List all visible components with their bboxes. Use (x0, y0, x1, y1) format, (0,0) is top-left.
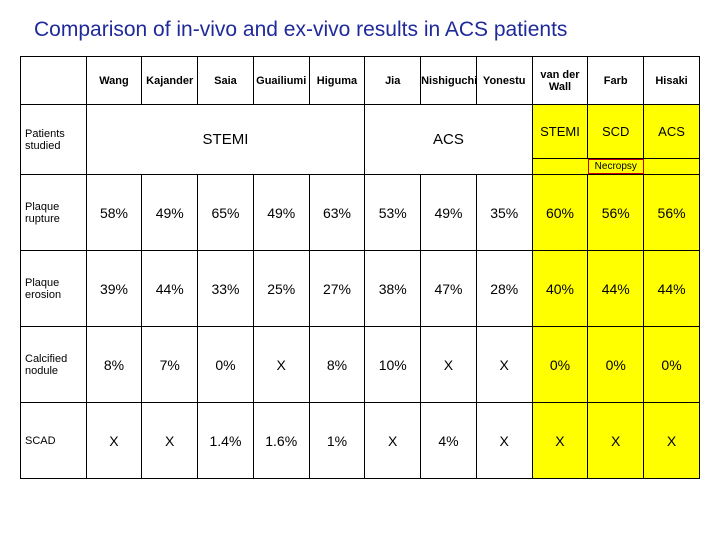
cell: 60% (532, 175, 588, 251)
cell: 10% (365, 327, 421, 403)
cell: 49% (253, 175, 309, 251)
cell: 58% (86, 175, 142, 251)
cell: 0% (644, 327, 700, 403)
col-vanderwall: van der Wall (532, 57, 588, 105)
ex-acs: ACS (644, 105, 700, 159)
cell: 35% (476, 175, 532, 251)
page-title: Comparison of in-vivo and ex-vivo result… (0, 0, 720, 56)
cell: 53% (365, 175, 421, 251)
col-jia: Jia (365, 57, 421, 105)
patients-studied-row: Patients studied STEMI ACS STEMI SCD ACS (21, 105, 700, 159)
cell: 47% (421, 251, 477, 327)
cell: 0% (588, 327, 644, 403)
cell: 7% (142, 327, 198, 403)
corner-cell (21, 57, 87, 105)
cell: 33% (198, 251, 254, 327)
row-calcified-nodule-label: Calcified nodule (21, 327, 87, 403)
cell: 0% (198, 327, 254, 403)
patients-studied-label: Patients studied (21, 105, 87, 175)
cell: 8% (309, 327, 365, 403)
comparison-table: Wang Kajander Saia Guailiumi Higuma Jia … (20, 56, 700, 479)
col-saia: Saia (198, 57, 254, 105)
table-row: Plaque rupture 58% 49% 65% 49% 63% 53% 4… (21, 175, 700, 251)
col-hisaki: Hisaki (644, 57, 700, 105)
row-plaque-rupture-label: Plaque rupture (21, 175, 87, 251)
col-kajander: Kajander (142, 57, 198, 105)
col-yonestu: Yonestu (476, 57, 532, 105)
column-header-row: Wang Kajander Saia Guailiumi Higuma Jia … (21, 57, 700, 105)
cell: 49% (142, 175, 198, 251)
cell: 1.4% (198, 403, 254, 479)
cell: X (476, 403, 532, 479)
row-scad-label: SCAD (21, 403, 87, 479)
row-plaque-erosion-label: Plaque erosion (21, 251, 87, 327)
ex-stemi: STEMI (532, 105, 588, 159)
cell: X (421, 327, 477, 403)
ex-scd: SCD (588, 105, 644, 159)
col-guailiumi: Guailiumi (253, 57, 309, 105)
cell: 4% (421, 403, 477, 479)
cell: 40% (532, 251, 588, 327)
group-stemi: STEMI (86, 105, 365, 175)
cell: 44% (644, 251, 700, 327)
col-higuma: Higuma (309, 57, 365, 105)
cell: 8% (86, 327, 142, 403)
cell: 65% (198, 175, 254, 251)
col-wang: Wang (86, 57, 142, 105)
cell: X (644, 403, 700, 479)
cell: 1.6% (253, 403, 309, 479)
cell: 28% (476, 251, 532, 327)
table-row: Plaque erosion 39% 44% 33% 25% 27% 38% 4… (21, 251, 700, 327)
cell: 44% (588, 251, 644, 327)
cell: 39% (86, 251, 142, 327)
cell: 63% (309, 175, 365, 251)
cell: 27% (309, 251, 365, 327)
cell: 25% (253, 251, 309, 327)
cell: X (86, 403, 142, 479)
cell: X (365, 403, 421, 479)
cell: 1% (309, 403, 365, 479)
cell: X (142, 403, 198, 479)
cell: X (476, 327, 532, 403)
necropsy-label: Necropsy (588, 159, 644, 174)
cell: 44% (142, 251, 198, 327)
table-row: SCAD X X 1.4% 1.6% 1% X 4% X X X X (21, 403, 700, 479)
cell: X (588, 403, 644, 479)
cell: 56% (644, 175, 700, 251)
col-farb: Farb (588, 57, 644, 105)
cell: X (532, 403, 588, 479)
group-acs: ACS (365, 105, 532, 175)
cell: X (253, 327, 309, 403)
cell: 56% (588, 175, 644, 251)
table-row: Calcified nodule 8% 7% 0% X 8% 10% X X 0… (21, 327, 700, 403)
col-nishiguchi: Nishiguchi (421, 57, 477, 105)
comparison-table-container: Wang Kajander Saia Guailiumi Higuma Jia … (0, 56, 720, 479)
cell: 49% (421, 175, 477, 251)
cell: 0% (532, 327, 588, 403)
cell: 38% (365, 251, 421, 327)
